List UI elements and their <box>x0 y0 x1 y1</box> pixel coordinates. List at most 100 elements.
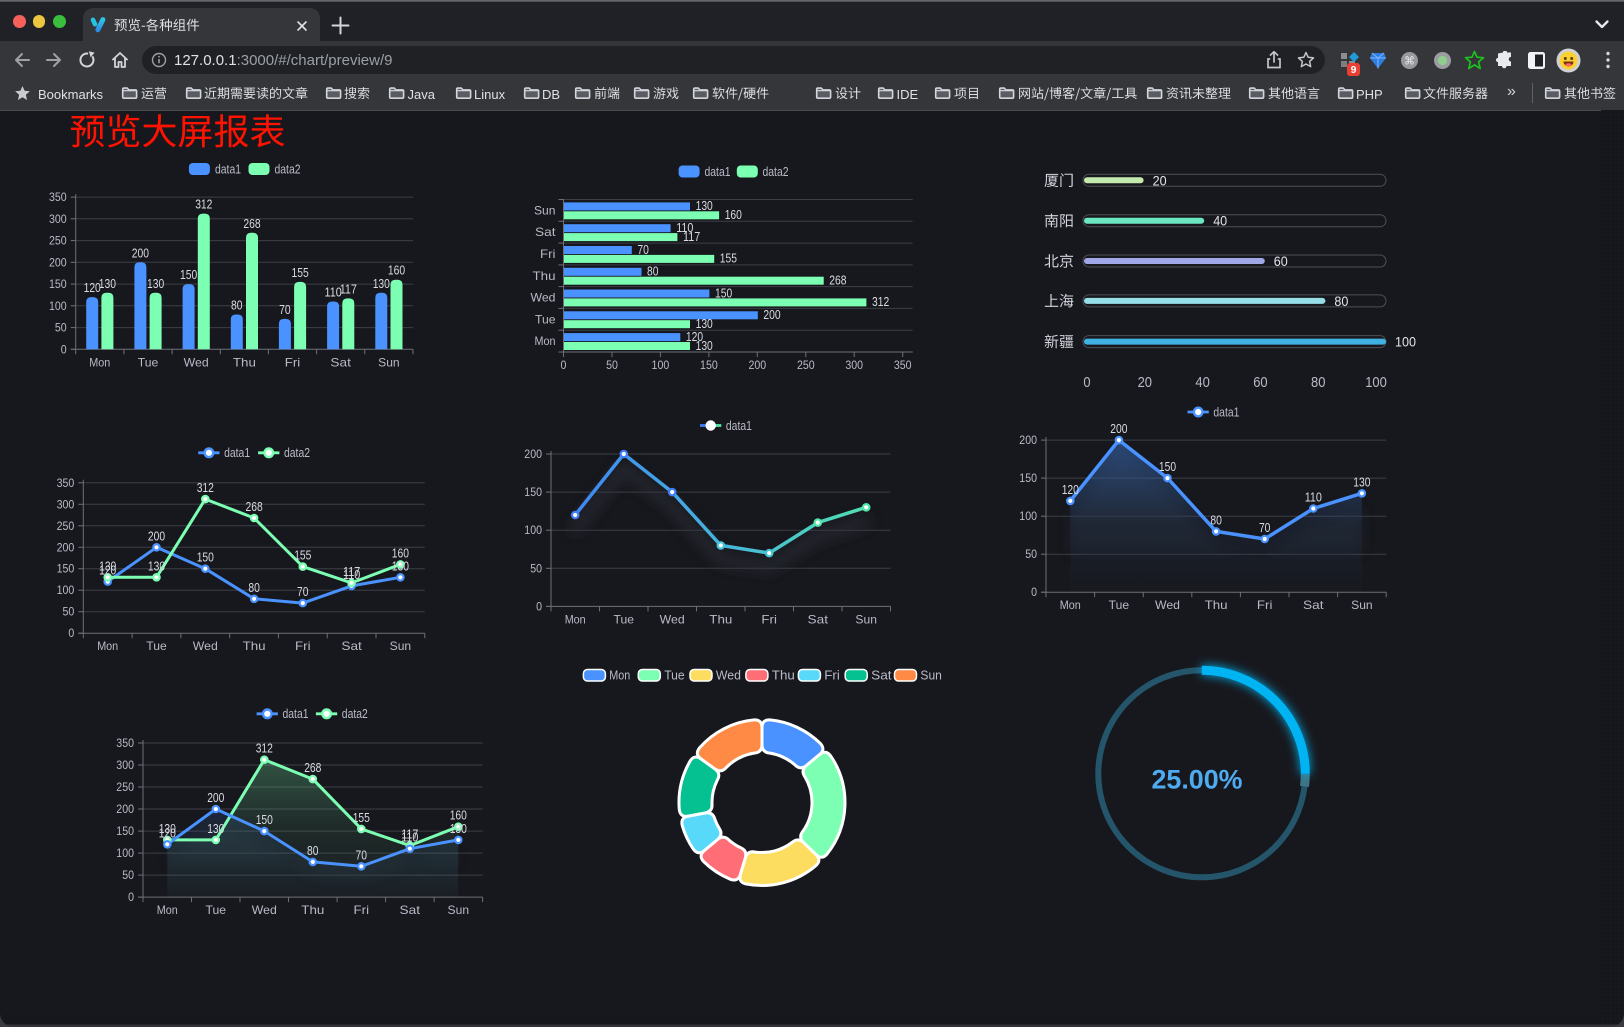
svg-text:data1: data1 <box>215 163 241 177</box>
svg-text:Fri: Fri <box>354 903 370 917</box>
svg-text:0: 0 <box>536 599 542 613</box>
svg-text:40: 40 <box>1195 374 1209 391</box>
svg-text:155: 155 <box>294 548 311 563</box>
svg-text:130: 130 <box>373 276 390 291</box>
svg-text:Sun: Sun <box>378 355 400 369</box>
svg-text:130: 130 <box>99 558 116 573</box>
svg-text:Thu: Thu <box>1205 598 1228 612</box>
svg-text:data1: data1 <box>726 419 752 433</box>
svg-text:120: 120 <box>84 280 101 295</box>
svg-text:Mon: Mon <box>535 334 556 348</box>
svg-text:150: 150 <box>49 277 67 291</box>
svg-text:200: 200 <box>763 307 780 322</box>
svg-text:Wed: Wed <box>252 903 277 917</box>
svg-text:Thu: Thu <box>233 355 256 369</box>
svg-text:data2: data2 <box>275 163 301 177</box>
svg-text:117: 117 <box>340 281 357 296</box>
svg-text:50: 50 <box>530 561 542 575</box>
svg-text:312: 312 <box>195 197 212 212</box>
svg-text:268: 268 <box>304 760 321 775</box>
svg-text:150: 150 <box>715 285 732 300</box>
svg-text:155: 155 <box>353 810 370 825</box>
svg-text:250: 250 <box>116 780 134 794</box>
svg-text:160: 160 <box>450 808 467 823</box>
svg-text:80: 80 <box>231 298 243 313</box>
svg-text:70: 70 <box>1259 520 1271 535</box>
svg-text:data2: data2 <box>342 707 368 721</box>
svg-text:160: 160 <box>388 263 405 278</box>
svg-text:50: 50 <box>63 605 75 619</box>
svg-text:Sat: Sat <box>400 903 421 917</box>
svg-text:Mon: Mon <box>565 612 586 626</box>
svg-text:Sat: Sat <box>330 355 351 369</box>
svg-text:data1: data1 <box>283 707 309 721</box>
svg-text:Sat: Sat <box>808 612 829 626</box>
svg-text:60: 60 <box>1253 374 1267 391</box>
svg-text:data1: data1 <box>1213 405 1239 419</box>
svg-text:130: 130 <box>148 558 165 573</box>
svg-text:Tue: Tue <box>664 668 685 682</box>
svg-text:250: 250 <box>49 234 67 248</box>
svg-text:60: 60 <box>1274 253 1288 269</box>
svg-text:130: 130 <box>696 198 713 213</box>
svg-text:Fri: Fri <box>295 639 311 653</box>
svg-text:100: 100 <box>1019 509 1037 523</box>
svg-text:Tue: Tue <box>535 312 556 326</box>
svg-text:Fri: Fri <box>1257 598 1273 612</box>
svg-text:200: 200 <box>1019 433 1037 447</box>
svg-text:110: 110 <box>1305 490 1322 505</box>
svg-text:200: 200 <box>132 245 149 260</box>
svg-text:117: 117 <box>343 564 360 579</box>
svg-text:250: 250 <box>797 358 815 372</box>
svg-text:350: 350 <box>57 476 75 490</box>
svg-text:Mon: Mon <box>97 639 118 653</box>
svg-text:80: 80 <box>1210 512 1222 527</box>
svg-text:160: 160 <box>725 207 742 222</box>
svg-text:50: 50 <box>1025 547 1037 561</box>
svg-text:120: 120 <box>99 563 116 578</box>
svg-text:Sun: Sun <box>920 668 942 682</box>
svg-text:120: 120 <box>159 825 176 840</box>
svg-text:70: 70 <box>297 584 309 599</box>
svg-text:130: 130 <box>99 276 116 291</box>
svg-text:150: 150 <box>180 267 197 282</box>
svg-text:155: 155 <box>720 251 737 266</box>
svg-text:Tue: Tue <box>1109 598 1130 612</box>
svg-text:130: 130 <box>696 338 713 353</box>
svg-text:Sat: Sat <box>871 668 892 682</box>
svg-text:Sun: Sun <box>855 612 877 626</box>
svg-text:Sun: Sun <box>534 203 556 217</box>
svg-text:150: 150 <box>197 550 214 565</box>
svg-text:130: 130 <box>147 276 164 291</box>
svg-text:100: 100 <box>57 583 75 597</box>
svg-text:312: 312 <box>197 480 214 495</box>
svg-text:50: 50 <box>122 868 134 882</box>
svg-text:200: 200 <box>748 358 766 372</box>
svg-text:25.00%: 25.00% <box>1152 765 1243 795</box>
svg-text:0: 0 <box>61 342 67 356</box>
svg-text:300: 300 <box>49 212 67 226</box>
svg-text:300: 300 <box>116 758 134 772</box>
svg-text:350: 350 <box>116 736 134 750</box>
svg-text:150: 150 <box>256 812 273 827</box>
svg-text:110: 110 <box>676 220 693 235</box>
svg-text:110: 110 <box>401 830 418 845</box>
svg-text:200: 200 <box>148 528 165 543</box>
svg-text:80: 80 <box>248 580 260 595</box>
svg-text:50: 50 <box>606 358 618 372</box>
svg-text:130: 130 <box>207 821 224 836</box>
svg-text:120: 120 <box>1062 482 1079 497</box>
svg-text:Mon: Mon <box>157 903 178 917</box>
svg-text:Wed: Wed <box>531 291 556 305</box>
svg-text:Sat: Sat <box>341 639 362 653</box>
svg-text:150: 150 <box>57 562 75 576</box>
svg-text:100: 100 <box>1365 374 1387 391</box>
svg-text:130: 130 <box>1353 474 1370 489</box>
svg-text:data1: data1 <box>224 446 250 460</box>
svg-text:Tue: Tue <box>206 903 227 917</box>
svg-text:100: 100 <box>1395 334 1416 350</box>
svg-text:Sun: Sun <box>448 903 470 917</box>
svg-text:Sat: Sat <box>535 225 556 239</box>
svg-text:350: 350 <box>49 190 67 204</box>
svg-text:312: 312 <box>872 294 889 309</box>
